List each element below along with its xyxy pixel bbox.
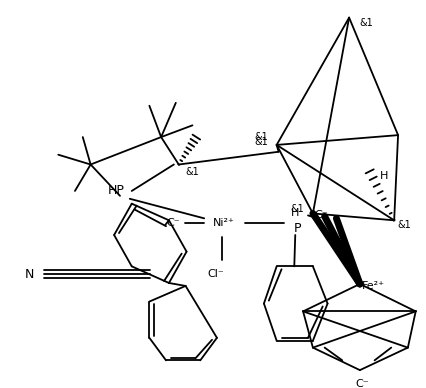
Text: HP: HP <box>107 184 124 197</box>
Text: H: H <box>291 208 299 218</box>
Text: C⁻: C⁻ <box>166 218 179 228</box>
Text: C⁻: C⁻ <box>354 379 368 388</box>
Text: &1: &1 <box>185 167 199 177</box>
Text: C⁻: C⁻ <box>313 210 327 220</box>
Text: Fe²⁺: Fe²⁺ <box>361 281 384 291</box>
Text: &1: &1 <box>253 137 267 147</box>
Text: &1: &1 <box>253 132 267 142</box>
Text: Ni²⁺: Ni²⁺ <box>212 218 234 228</box>
Text: &1: &1 <box>396 220 410 230</box>
Text: P: P <box>293 222 300 235</box>
Text: N: N <box>25 268 35 281</box>
Text: &1: &1 <box>359 17 373 28</box>
Text: &1: &1 <box>290 204 303 213</box>
Text: H: H <box>379 171 388 181</box>
Text: Cl⁻: Cl⁻ <box>207 269 224 279</box>
